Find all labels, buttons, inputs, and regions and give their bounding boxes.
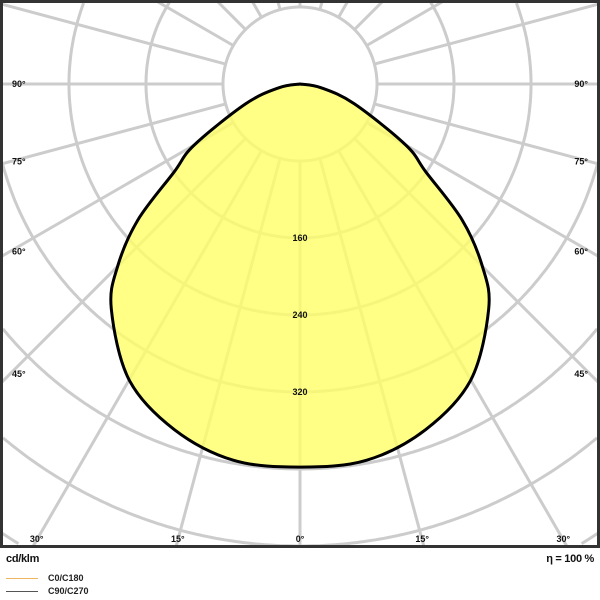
legend-label-c90: C90/C270	[48, 586, 89, 596]
intensity-fill	[110, 84, 490, 468]
angle-label-left-60: 60°	[12, 246, 26, 256]
grid-spoke	[2, 102, 227, 166]
grid-spoke	[337, 2, 349, 19]
legend-item-c90: C90/C270	[6, 586, 89, 597]
polar-intensity-chart: 160 240 320 90° 90° 75° 75° 60° 60° 45° 45° 30° 15° 0…	[0, 0, 600, 548]
grid-spoke	[318, 2, 324, 11]
intensity-curve-c90-c270	[109, 82, 491, 469]
grid-spoke	[373, 102, 598, 166]
ring-label: 240	[292, 310, 307, 320]
angle-label-bottom-15: 15°	[415, 534, 429, 544]
grid-spoke	[365, 2, 443, 47]
grid-spoke	[251, 2, 263, 19]
grid-spoke	[373, 2, 598, 66]
grid-spoke	[353, 2, 384, 31]
angle-label-bottom--15: 15°	[171, 534, 185, 544]
axis-labels: 160 240 320 90° 90° 75° 75° 60° 60° 45° 45° 30° 15° 0…	[12, 79, 588, 544]
legend-swatch-c90	[6, 591, 38, 592]
grid-spoke	[2, 2, 227, 66]
intensity-curve-group	[109, 82, 491, 469]
chart-frame	[0, 0, 600, 548]
legend-label-c0: C0/C180	[48, 573, 84, 583]
grid-ring	[2, 436, 598, 546]
angle-label-bottom-0: 0°	[296, 534, 305, 544]
angle-label-right-45: 45°	[574, 369, 588, 379]
angle-label-right-60: 60°	[574, 246, 588, 256]
ring-label: 320	[292, 387, 307, 397]
legend-item-c0: C0/C180	[6, 573, 84, 584]
angle-label-right-90: 90°	[574, 79, 588, 89]
ring-label: 160	[292, 233, 307, 243]
angle-label-left-75: 75°	[12, 157, 26, 167]
angle-label-bottom-30: 30°	[556, 534, 570, 544]
efficiency-label: η = 100 %	[546, 553, 594, 565]
angle-label-bottom--30: 30°	[30, 534, 44, 544]
grid-ring	[2, 532, 598, 545]
legend-swatch-c0	[6, 578, 38, 579]
unit-label: cd/klm	[6, 553, 40, 565]
angle-label-right-75: 75°	[574, 157, 588, 167]
grid-spoke	[216, 2, 247, 31]
grid-spoke	[276, 2, 282, 11]
grid-spoke	[157, 2, 235, 47]
angle-label-left-45: 45°	[12, 369, 26, 379]
angle-label-left-90: 90°	[12, 79, 26, 89]
